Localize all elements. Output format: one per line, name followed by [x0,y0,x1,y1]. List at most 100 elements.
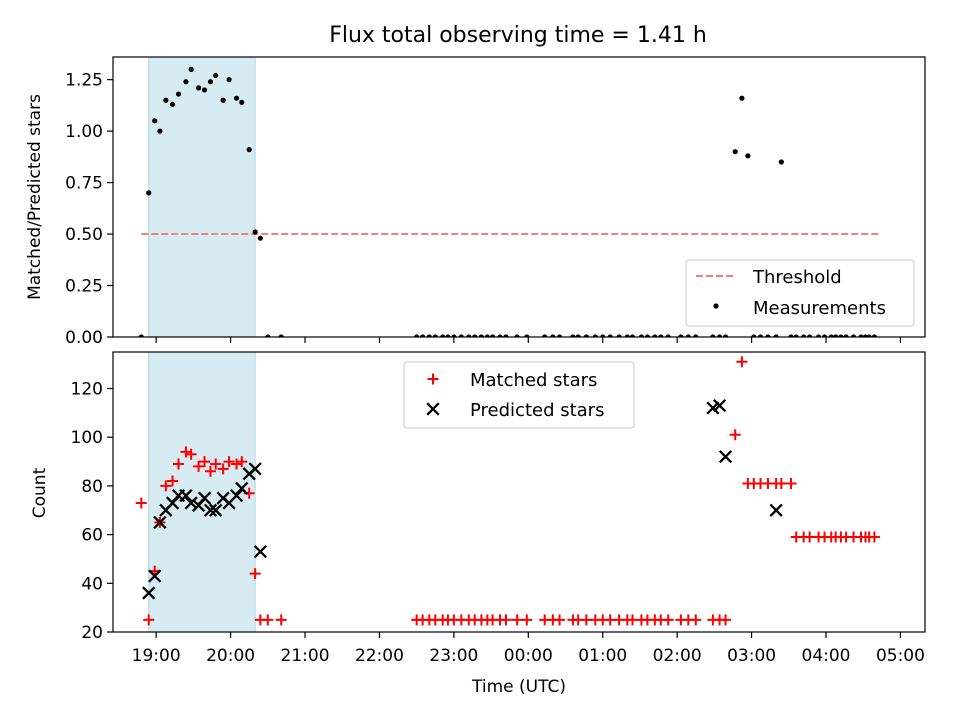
data-point [638,334,645,337]
top-axes: Flux total observing time = 1.41 h Match… [25,23,926,348]
data-point [236,456,248,468]
data-point [624,334,630,337]
data-point [751,334,757,337]
data-point [138,334,144,337]
data-point [524,334,530,337]
data-point [720,614,732,626]
data-point [420,334,426,337]
data-point [183,79,189,85]
axes-frame [112,351,926,633]
data-point [235,481,249,495]
data-point [871,334,877,337]
data-point [414,334,420,337]
plot-area [138,66,879,337]
data-point [583,334,589,337]
data-point [732,149,738,155]
data-point [858,334,864,337]
y-tick-label: 1.25 [65,71,103,91]
x-tick-label: 00:00 [504,646,553,666]
data-point [716,334,723,337]
y-tick-label: 0.25 [65,277,103,297]
data-point [193,460,205,472]
data-point [838,334,844,337]
data-point [233,95,240,101]
data-point [769,503,783,517]
data-point [570,334,576,337]
data-point [629,334,636,337]
data-point [778,159,784,165]
data-point [843,334,849,337]
x-tick-label: 05:00 [876,646,925,666]
data-point [197,491,212,505]
series-measurements [138,66,877,337]
x-tick-label: 03:00 [727,646,776,666]
data-point [275,614,287,626]
data-point [616,334,622,337]
data-point [484,334,490,337]
data-point [472,334,478,337]
data-point [265,334,271,337]
data-point [815,334,822,337]
data-point [160,480,172,492]
data-point [246,147,252,153]
data-point [521,614,533,626]
data-point [278,334,284,337]
data-point [207,79,214,85]
data-point [736,356,748,368]
data-point [226,77,232,83]
data-point [175,91,182,97]
series-matched-stars [135,356,880,626]
data-point [172,458,184,470]
data-point [209,503,223,517]
data-point [440,334,446,337]
data-point [432,334,438,337]
data-point [554,614,566,626]
legend-matched-swatch [427,373,439,385]
data-point [185,448,197,460]
y-tick-label: 0.50 [65,225,103,245]
data-point [489,334,496,337]
x-tick-label: 23:00 [429,646,478,666]
y-tick-label: 0.75 [65,174,103,194]
x-tick-label: 21:00 [281,646,330,666]
y-tick-label: 100 [71,428,103,448]
x-tick-label: 04:00 [802,646,851,666]
y-tick-label: 40 [81,574,103,594]
data-point [575,334,581,337]
data-point [163,97,169,103]
data-point [188,66,194,72]
data-point [514,334,520,337]
legend-label: Measurements [753,298,886,319]
data-point [210,458,222,470]
data-point [665,334,671,337]
data-point [195,85,202,91]
x-tick-label: 22:00 [355,646,404,666]
plot-area [135,356,880,626]
data-point [722,334,729,337]
x-tick-label: 19:00 [132,646,181,666]
bottom-axes: Count Time (UTC) 20 40 60 80 100 120 19:00 20:0… [30,351,926,697]
data-point [556,334,563,337]
y-tick-label: 60 [81,526,103,546]
data-point [690,614,702,626]
data-point [466,334,472,337]
data-point [685,334,691,337]
data-point [773,334,779,337]
data-point [662,614,674,626]
data-point [152,118,158,124]
bottom-y-axis-label: Count [30,467,50,518]
data-point [458,334,464,337]
data-point [833,334,839,337]
data-point [729,429,741,441]
data-point [142,586,156,600]
data-point [252,229,258,235]
data-point [866,334,872,337]
data-point [807,334,813,337]
axes-frame [112,56,926,338]
data-point [600,334,606,337]
y-tick-label: 80 [81,477,103,497]
data-point [801,334,807,337]
legend-label: Matched stars [470,370,597,391]
data-point [503,334,509,337]
